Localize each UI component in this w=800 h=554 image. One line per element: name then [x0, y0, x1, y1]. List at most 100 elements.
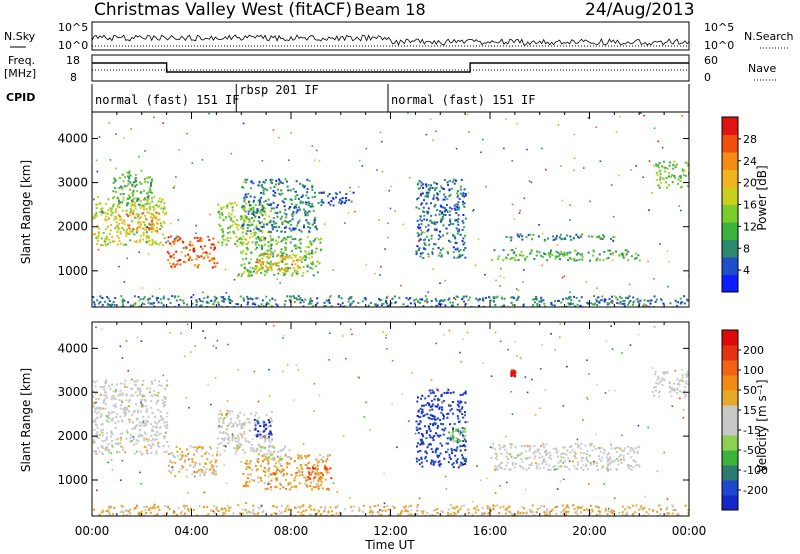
cpid-segment-label: normal (fast) 151 IF — [391, 93, 536, 107]
count-panel: N.Sky 10^5 10^0 10^5 10^0 N.Search — [4, 21, 794, 52]
nsky-trace — [91, 34, 690, 47]
power-scatter — [95, 112, 689, 307]
freq-trace — [92, 62, 689, 73]
power-swatch — [722, 239, 738, 258]
velocity-swatch — [722, 420, 738, 436]
count-tick-low-right: 10^0 — [704, 39, 734, 52]
cpid-label: CPID — [6, 91, 35, 104]
xtick-label: 08:00 — [274, 524, 309, 538]
nsearch-label: N.Search — [744, 30, 794, 43]
power-region-10 — [490, 249, 641, 262]
beam-label: Beam 18 — [354, 0, 426, 19]
freq-panel: Freq. [MHz] 18 8 60 0 Nave — [4, 54, 778, 84]
velocity-ylabel: Slant Range [km] — [19, 368, 33, 472]
power-ylabel: Slant Range [km] — [19, 160, 33, 264]
velocity-colorbar-tick: 100 — [743, 364, 764, 377]
power-colorbar-tick: 12 — [743, 220, 757, 233]
velocity-swatch — [722, 465, 738, 481]
power-swatch — [722, 222, 738, 240]
velocity-region-5 — [252, 445, 291, 460]
velocity-region-4 — [306, 464, 333, 480]
velocity-colorbar-label: Velocity [m s⁻¹] — [755, 379, 769, 472]
power-region-6 — [255, 253, 304, 273]
date-label: 24/Aug/2013 — [585, 0, 695, 20]
power-colorbar-tick: 20 — [743, 177, 757, 190]
power-colorbar-tick: 28 — [743, 133, 757, 146]
power-region-1 — [112, 169, 154, 207]
power-swatch — [722, 274, 738, 293]
xtick-label: 12:00 — [373, 524, 408, 538]
freq-tick-high: 18 — [66, 54, 80, 67]
power-swatch — [722, 257, 738, 275]
xaxis-label: Time UT — [364, 538, 415, 552]
velocity-ytick-label: 3000 — [57, 385, 88, 399]
power-swatch — [722, 152, 738, 170]
nsky-label: N.Sky — [4, 30, 36, 43]
freq-label-line1: Freq. — [8, 54, 35, 67]
velocity-colorbar: 200 100 50 15 -15 -50 -100 -200 — [721, 329, 768, 511]
velocity-swatch — [722, 390, 738, 406]
velocity-region-8 — [448, 427, 467, 443]
count-tick-high: 10^5 — [58, 21, 88, 34]
velocity-swatch — [722, 360, 738, 376]
velocity-region-9 — [490, 442, 641, 471]
power-region-3 — [166, 235, 219, 269]
power-colorbar-tick: 8 — [743, 242, 750, 255]
velocity-colorbar-tick: 15 — [743, 404, 757, 417]
xtick-label: 00:00 — [672, 524, 707, 538]
velocity-ytick-label: 4000 — [57, 341, 88, 355]
velocity-swatch — [722, 405, 738, 421]
velocity-colorbar-tick: -200 — [743, 484, 768, 497]
power-swatch — [722, 187, 738, 205]
power-region-13 — [92, 295, 689, 307]
power-region-7 — [241, 178, 318, 234]
power-colorbar: 4 8 12 16 20 24 28 — [721, 116, 757, 293]
power-region-9 — [415, 178, 467, 259]
velocity-scatter — [95, 323, 685, 516]
velocity-region-0 — [92, 379, 169, 456]
freq-label-line2: [MHz] — [4, 67, 36, 80]
count-tick-high-right: 10^5 — [704, 21, 734, 34]
velocity-swatch — [722, 330, 738, 346]
nave-label: Nave — [748, 62, 776, 75]
velocity-region-11 — [651, 370, 689, 399]
power-region-0 — [92, 195, 168, 247]
power-region-8 — [317, 191, 355, 207]
power-swatch — [722, 169, 738, 188]
velocity-swatch — [722, 495, 738, 511]
velocity-colorbar-tick: -50 — [743, 444, 761, 457]
power-ytick-label: 1000 — [57, 264, 88, 278]
velocity-region-1 — [167, 445, 219, 478]
xtick-label: 04:00 — [174, 524, 209, 538]
velocity-region-3 — [242, 453, 331, 491]
power-ytick-label: 3000 — [57, 176, 88, 190]
xtick-label: 20:00 — [572, 524, 607, 538]
power-colorbar-tick: 16 — [743, 199, 757, 212]
power-swatch — [722, 134, 738, 153]
xtick-label: 00:00 — [75, 524, 110, 538]
velocity-swatch — [722, 345, 738, 361]
velocity-colorbar-tick: 200 — [743, 344, 764, 357]
count-tick-low: 10^0 — [58, 39, 88, 52]
velocity-swatch — [722, 435, 738, 451]
power-swatch — [722, 117, 738, 135]
velocity-region-7 — [415, 388, 467, 469]
power-colorbar-tick: 4 — [743, 264, 750, 277]
power-panel: 1000 2000 3000 4000 Slant Range [km] — [19, 111, 690, 308]
velocity-swatch — [722, 375, 738, 391]
power-colorbar-tick: 24 — [743, 155, 757, 168]
cpid-segment-label: rbsp 201 IF — [239, 83, 318, 97]
velocity-swatch — [722, 480, 738, 496]
plot-title: Christmas Valley West (fitACF) — [94, 0, 352, 20]
velocity-swatch — [722, 450, 738, 466]
power-swatch — [722, 204, 738, 223]
velocity-ytick-label: 1000 — [57, 473, 88, 487]
power-region-11 — [505, 233, 615, 242]
velocity-colorbar-tick: -15 — [743, 424, 761, 437]
power-region-12 — [653, 160, 689, 189]
power-colorbar-label: Power [dB] — [755, 165, 769, 230]
velocity-colorbar-tick: 50 — [743, 384, 757, 397]
velocity-ytick-label: 2000 — [57, 429, 88, 443]
